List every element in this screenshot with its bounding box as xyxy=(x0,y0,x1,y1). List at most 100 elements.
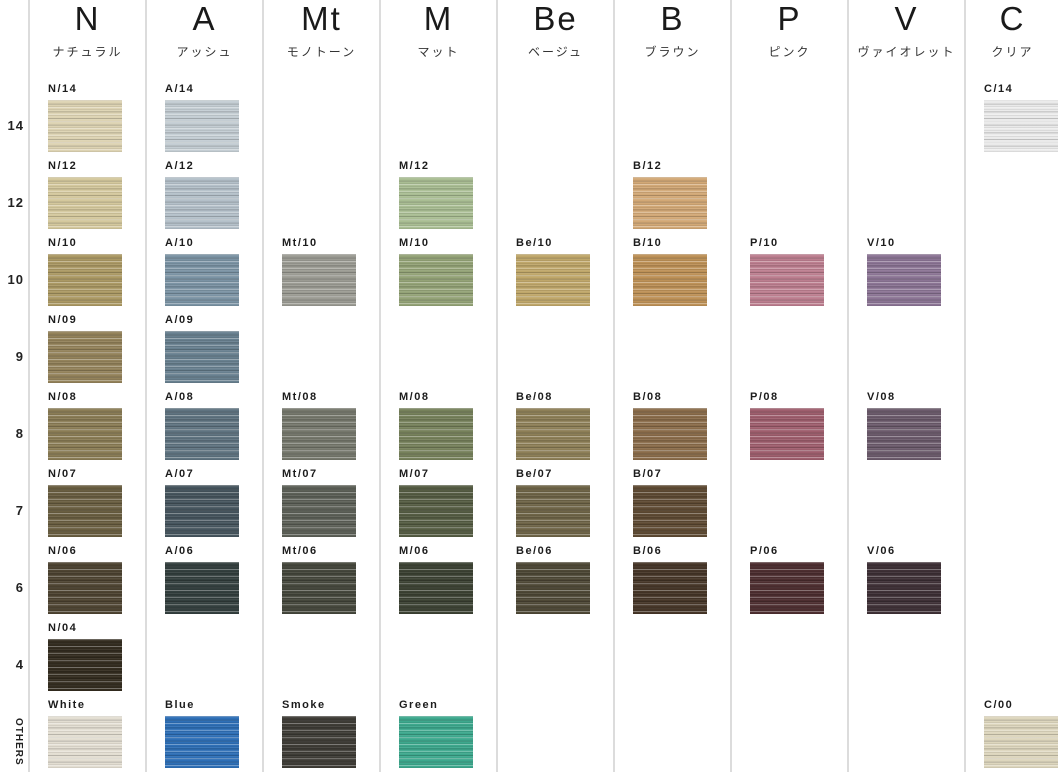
row-level-label: 6 xyxy=(15,580,24,595)
swatch-cell-A-08: A/08 xyxy=(165,385,262,460)
color-swatch xyxy=(48,100,122,152)
tone-column-P: P ピンク P/10 P/08 P/06 xyxy=(730,0,847,772)
color-swatch xyxy=(165,716,239,768)
swatch-code-label: Be/06 xyxy=(516,545,553,557)
swatch-slot: M/07 xyxy=(381,462,496,539)
color-swatch xyxy=(399,562,473,614)
swatch-code-label: V/06 xyxy=(867,545,896,557)
swatch-code-label: P/06 xyxy=(750,545,779,557)
swatch-slot xyxy=(966,154,1059,231)
swatch-slot xyxy=(147,616,262,693)
swatch-cell-N-12: N/12 xyxy=(48,154,145,229)
swatch-cell-B-06: B/06 xyxy=(633,539,730,614)
column-header-B: B ブラウン xyxy=(615,0,730,77)
swatch-slot: M/10 xyxy=(381,231,496,308)
color-swatch xyxy=(984,100,1058,152)
swatch-slot: N/09 xyxy=(30,308,145,385)
color-swatch xyxy=(48,716,122,768)
swatch-cell-Green: Green xyxy=(399,693,496,768)
swatch-slot xyxy=(498,77,613,154)
column-letter: A xyxy=(192,0,217,37)
swatch-slot xyxy=(732,308,847,385)
swatch-slot: B/10 xyxy=(615,231,730,308)
swatch-cell-Be-06: Be/06 xyxy=(516,539,613,614)
row-level-label: 14 xyxy=(7,118,24,133)
swatch-cell-Blue: Blue xyxy=(165,693,262,768)
swatch-cell-Mt-07: Mt/07 xyxy=(282,462,379,537)
color-swatch xyxy=(399,254,473,306)
tone-column-Mt: Mt モノトーン Mt/10 Mt/08 Mt/07 Mt/06 Smoke xyxy=(262,0,379,772)
color-swatch xyxy=(399,408,473,460)
swatch-slot: Be/06 xyxy=(498,539,613,616)
swatch-cell-Mt-06: Mt/06 xyxy=(282,539,379,614)
color-swatch xyxy=(867,254,941,306)
swatch-slot xyxy=(732,693,847,770)
color-swatch xyxy=(282,716,356,768)
column-subtitle: クリア xyxy=(991,45,1034,59)
swatch-cell-B-07: B/07 xyxy=(633,462,730,537)
swatch-slot xyxy=(966,231,1059,308)
row-level-label: 8 xyxy=(15,426,24,441)
swatch-code-label: Be/08 xyxy=(516,391,553,403)
swatch-slot xyxy=(849,616,964,693)
swatch-slot xyxy=(732,616,847,693)
swatch-code-label: M/12 xyxy=(399,160,430,172)
row-level-label: 4 xyxy=(15,657,24,672)
swatch-cell-N-09: N/09 xyxy=(48,308,145,383)
swatch-slot xyxy=(381,77,496,154)
color-swatch xyxy=(165,408,239,460)
swatch-cell-Be-07: Be/07 xyxy=(516,462,613,537)
swatch-slot xyxy=(615,77,730,154)
column-header-M: M マット xyxy=(381,0,496,77)
column-letter: V xyxy=(894,0,919,37)
color-swatch xyxy=(633,562,707,614)
swatch-slot xyxy=(966,308,1059,385)
color-swatch xyxy=(633,485,707,537)
color-swatch xyxy=(516,254,590,306)
swatch-cell-Be-10: Be/10 xyxy=(516,231,613,306)
swatch-code-label: N/12 xyxy=(48,160,78,172)
color-swatch xyxy=(48,254,122,306)
swatch-cell-Mt-10: Mt/10 xyxy=(282,231,379,306)
color-swatch xyxy=(48,331,122,383)
swatch-slot xyxy=(966,539,1059,616)
column-subtitle: ブラウン xyxy=(644,45,701,59)
color-swatch xyxy=(867,562,941,614)
swatch-code-label: A/09 xyxy=(165,314,195,326)
swatch-cell-N-07: N/07 xyxy=(48,462,145,537)
swatch-code-label: N/06 xyxy=(48,545,78,557)
column-subtitle: ピンク xyxy=(768,45,811,59)
swatch-slot: A/07 xyxy=(147,462,262,539)
swatch-code-label: Mt/07 xyxy=(282,468,318,480)
swatch-code-label: Green xyxy=(399,699,439,711)
color-swatch xyxy=(165,331,239,383)
swatch-cell-B-10: B/10 xyxy=(633,231,730,306)
swatch-slot: V/10 xyxy=(849,231,964,308)
swatch-slot: Be/07 xyxy=(498,462,613,539)
swatch-slot: A/14 xyxy=(147,77,262,154)
swatch-cell-M-07: M/07 xyxy=(399,462,496,537)
swatch-slot xyxy=(966,462,1059,539)
swatch-slot xyxy=(615,308,730,385)
color-swatch xyxy=(165,254,239,306)
color-swatch xyxy=(750,562,824,614)
swatch-slot xyxy=(732,462,847,539)
swatch-slot: B/06 xyxy=(615,539,730,616)
color-swatch xyxy=(399,485,473,537)
swatch-cell-V-10: V/10 xyxy=(867,231,964,306)
swatch-slot: P/10 xyxy=(732,231,847,308)
swatch-code-label: A/06 xyxy=(165,545,195,557)
swatch-slot: B/12 xyxy=(615,154,730,231)
column-subtitle: マット xyxy=(417,45,460,59)
swatch-cell-M-10: M/10 xyxy=(399,231,496,306)
swatch-slot: Be/08 xyxy=(498,385,613,462)
color-swatch xyxy=(282,562,356,614)
swatch-cell-N-14: N/14 xyxy=(48,77,145,152)
column-letter: B xyxy=(660,0,685,37)
gutter-header-spacer xyxy=(0,0,28,77)
color-swatch xyxy=(633,254,707,306)
color-swatch xyxy=(48,485,122,537)
swatch-cell-N-08: N/08 xyxy=(48,385,145,460)
swatch-cell-P-08: P/08 xyxy=(750,385,847,460)
color-swatch xyxy=(633,177,707,229)
